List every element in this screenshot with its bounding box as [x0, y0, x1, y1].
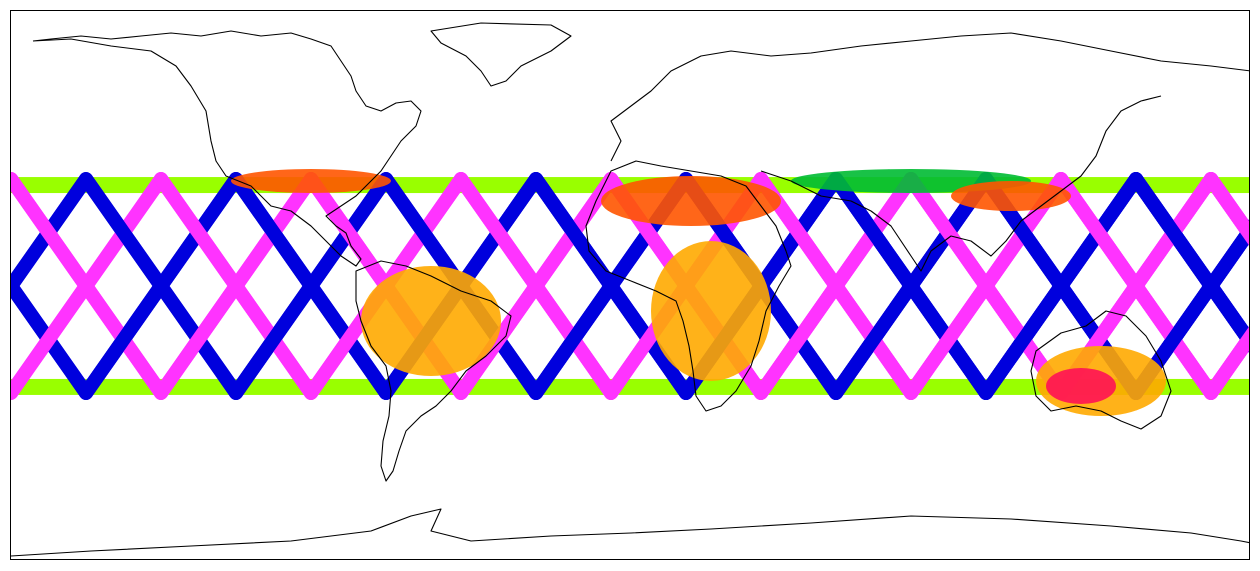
south-america-coast [355, 260, 512, 482]
antarctica-coast [11, 508, 1249, 557]
asia-coast [760, 95, 1162, 272]
north-america-coast [32, 30, 422, 267]
land-swath-south-america [361, 266, 501, 376]
land-swath-north-america [231, 169, 391, 193]
world-map [10, 10, 1250, 560]
land-swath-australia-hot [1046, 368, 1116, 404]
greenland-coast [430, 22, 572, 87]
land-swath-sahara [601, 176, 781, 226]
africa-coast [585, 160, 792, 412]
australia-coast [1030, 310, 1172, 430]
europe-coast [610, 32, 1249, 162]
land-swath-africa [651, 241, 771, 381]
land-swath-east-asia [951, 181, 1071, 211]
map-canvas [11, 22, 1249, 557]
coastline-layer [11, 22, 1249, 557]
satellite-swath-layer [11, 169, 1249, 416]
